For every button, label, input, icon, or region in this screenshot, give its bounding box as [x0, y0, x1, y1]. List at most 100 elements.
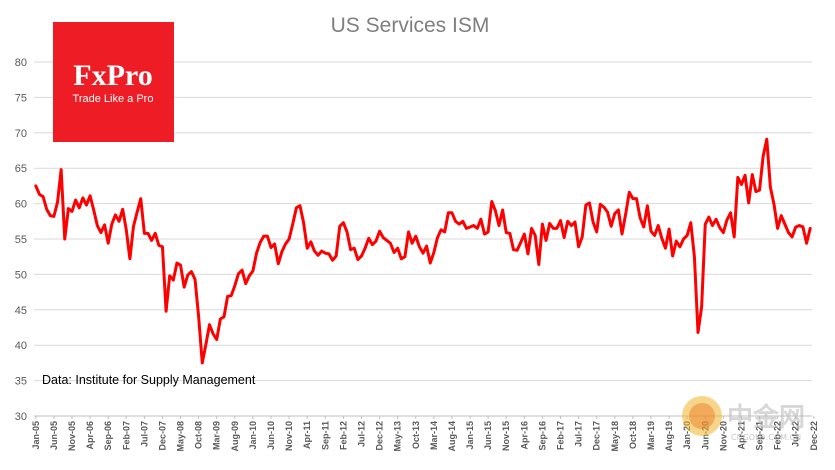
data-point — [49, 214, 52, 217]
data-point — [490, 200, 493, 203]
x-tick-label: Feb-07 — [121, 421, 131, 450]
data-point — [375, 240, 377, 242]
data-point — [769, 186, 772, 189]
data-point — [338, 225, 341, 228]
data-point — [364, 247, 366, 250]
data-point — [577, 245, 580, 248]
data-point — [78, 207, 81, 209]
y-tick-label: 70 — [15, 128, 27, 140]
x-tick-label: Apr-06 — [85, 421, 95, 450]
data-point — [530, 227, 533, 230]
data-point — [443, 231, 446, 233]
data-point — [212, 333, 214, 335]
data-point — [378, 230, 381, 233]
data-point — [512, 248, 515, 251]
data-point — [281, 250, 283, 253]
x-tick-label: Jun-10 — [266, 421, 276, 450]
data-point — [136, 211, 138, 213]
data-point — [335, 255, 337, 257]
data-point — [396, 247, 399, 250]
x-tick-label: Sep-21 — [755, 421, 765, 451]
data-point — [462, 220, 464, 223]
data-point — [197, 316, 200, 318]
data-point — [668, 228, 670, 230]
data-point — [447, 212, 450, 214]
data-point — [353, 247, 356, 250]
data-point — [733, 236, 735, 238]
watermark-name: 中金网 — [727, 402, 805, 433]
data-point — [121, 208, 124, 211]
data-point — [190, 270, 193, 273]
data-point — [711, 224, 714, 227]
y-tick-label: 60 — [15, 199, 27, 211]
x-tick-label: May-18 — [610, 421, 620, 452]
x-axis: Jan-05 Jun-05 Nov-05 Apr-06 Sep-06 Feb-07 Jul-… — [31, 416, 819, 452]
data-point — [400, 258, 403, 260]
data-point — [208, 323, 211, 326]
data-point — [262, 235, 265, 237]
data-point — [114, 214, 117, 216]
data-point — [277, 262, 280, 265]
data-point — [642, 226, 645, 228]
data-point — [357, 258, 359, 261]
data-point — [487, 231, 489, 233]
data-point — [299, 204, 301, 207]
data-point — [125, 228, 128, 231]
logo-name: FxPro — [73, 59, 152, 92]
data-point — [689, 221, 692, 224]
data-point — [436, 236, 439, 239]
data-point — [74, 199, 77, 201]
data-point — [650, 230, 652, 233]
x-tick-label: Jul-22 — [791, 421, 801, 447]
data-point — [563, 236, 565, 239]
data-point — [700, 306, 703, 308]
x-tick-label: Sep-16 — [537, 421, 547, 451]
series-line — [34, 137, 812, 365]
data-point — [360, 255, 363, 257]
data-point — [367, 237, 370, 240]
data-point — [552, 227, 555, 230]
data-point — [791, 236, 793, 238]
data-point — [215, 338, 218, 341]
data-point — [226, 295, 229, 298]
data-point — [675, 240, 678, 242]
data-point — [53, 215, 55, 218]
data-point — [509, 232, 511, 235]
data-point — [288, 238, 290, 240]
y-tick-label: 30 — [15, 411, 27, 423]
data-point — [42, 195, 44, 198]
data-point — [635, 197, 638, 200]
x-tick-label: Apr-21 — [736, 421, 746, 450]
data-point — [784, 223, 786, 225]
data-point — [545, 239, 547, 242]
data-point — [85, 204, 88, 206]
data-point — [67, 207, 70, 210]
y-tick-label: 35 — [15, 376, 27, 388]
data-point — [248, 275, 251, 277]
data-point — [541, 223, 544, 225]
data-point — [794, 226, 797, 228]
x-tick-label: Jan-15 — [465, 421, 475, 450]
data-point — [328, 253, 330, 255]
data-point — [96, 224, 99, 227]
x-tick-label: Jul-17 — [574, 421, 584, 447]
x-tick-label: Sep-06 — [103, 421, 113, 451]
data-point — [548, 222, 551, 225]
x-tick-label: Jun-15 — [483, 421, 493, 450]
data-point — [740, 183, 743, 186]
data-point — [780, 214, 783, 217]
y-tick-label: 75 — [15, 92, 27, 104]
data-point — [606, 211, 609, 213]
data-point — [317, 254, 319, 257]
data-point — [469, 226, 471, 228]
data-point — [809, 227, 811, 230]
data-point — [176, 262, 178, 264]
data-point — [451, 212, 453, 214]
data-point — [320, 250, 323, 252]
data-point — [639, 216, 641, 219]
data-point — [168, 275, 171, 277]
data-point — [418, 245, 421, 248]
data-point — [82, 197, 84, 199]
data-point — [737, 176, 739, 179]
data-point — [107, 242, 109, 245]
